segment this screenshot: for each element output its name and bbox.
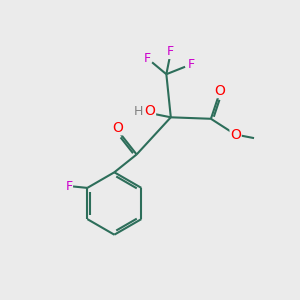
Text: F: F [188,58,195,71]
Text: O: O [112,121,123,135]
Text: O: O [145,104,155,118]
Text: F: F [143,52,151,65]
Text: F: F [65,180,72,193]
Text: F: F [167,45,173,58]
Text: O: O [214,84,225,98]
Text: H: H [134,105,143,118]
Text: O: O [230,128,241,142]
